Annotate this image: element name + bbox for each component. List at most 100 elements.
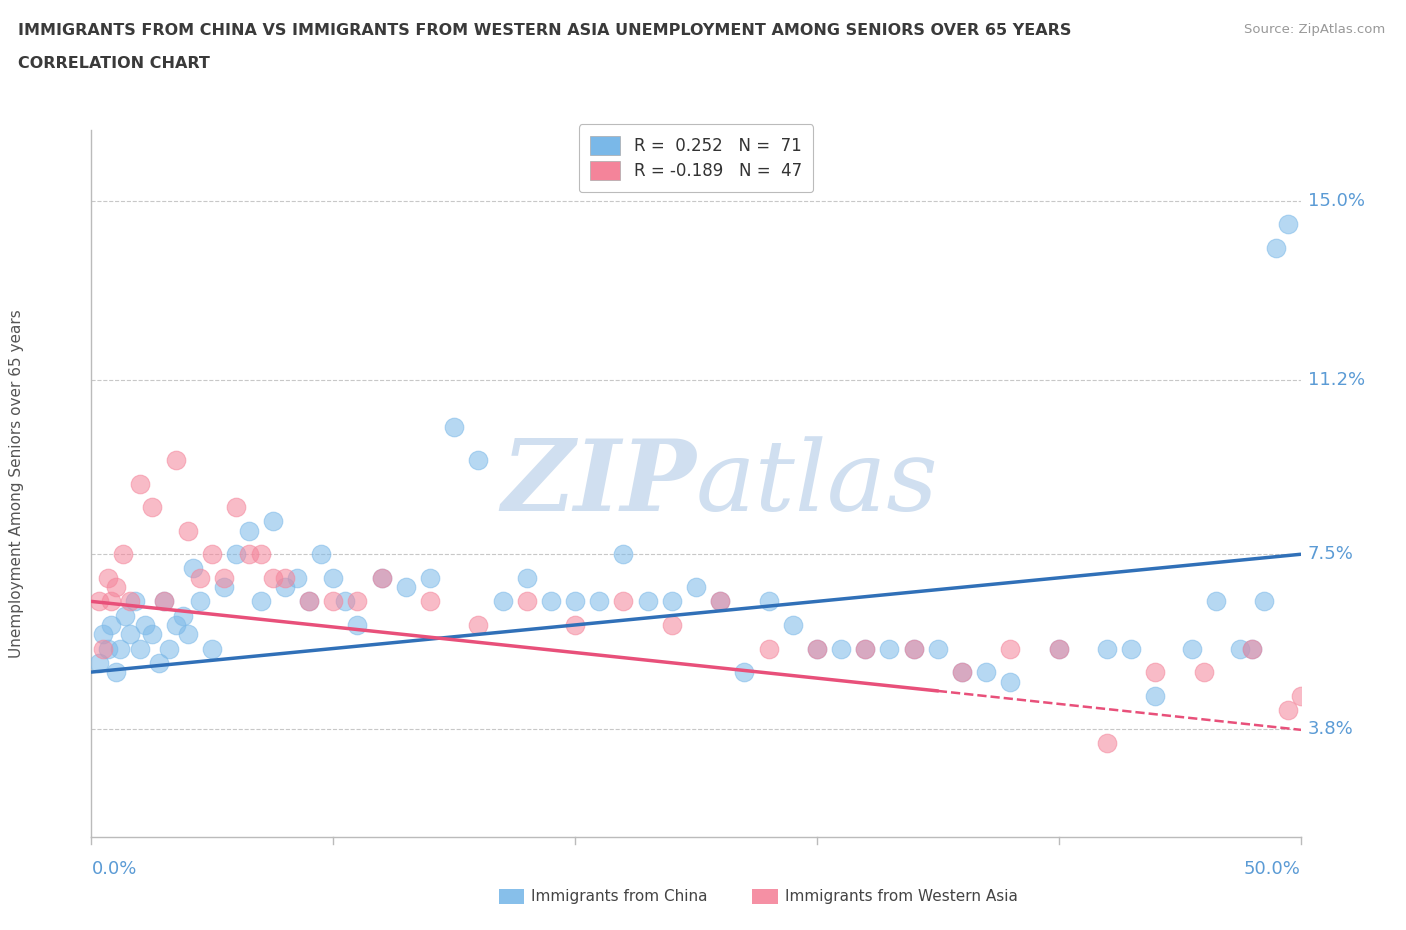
Text: 3.8%: 3.8% (1308, 720, 1354, 737)
Text: 11.2%: 11.2% (1308, 371, 1365, 389)
Point (93, 641, 115, 656)
Point (201, 641, 224, 656)
Point (950, 665, 973, 680)
Point (165, 453, 187, 468)
Point (172, 608, 194, 623)
Point (1289, 688, 1312, 703)
Point (879, 641, 901, 656)
Point (1121, 641, 1143, 656)
Point (395, 579, 418, 594)
Point (214, 570, 236, 585)
Text: IMMIGRANTS FROM CHINA VS IMMIGRANTS FROM WESTERN ASIA UNEMPLOYMENT AMONG SENIORS: IMMIGRANTS FROM CHINA VS IMMIGRANTS FROM… (18, 23, 1071, 38)
Point (806, 641, 828, 656)
Point (782, 618, 804, 632)
Point (467, 618, 489, 632)
Point (443, 419, 465, 434)
Point (1181, 641, 1204, 656)
Point (1253, 594, 1275, 609)
Point (225, 547, 247, 562)
Point (153, 594, 176, 609)
Point (612, 547, 634, 562)
Point (238, 524, 260, 538)
Point (564, 594, 586, 609)
Point (1241, 641, 1264, 656)
Point (128, 476, 150, 491)
Point (467, 453, 489, 468)
Point (148, 656, 170, 671)
Text: CORRELATION CHART: CORRELATION CHART (18, 56, 209, 71)
Legend: R =  0.252   N =  71, R = -0.189   N =  47: R = 0.252 N = 71, R = -0.189 N = 47 (579, 125, 813, 193)
Point (298, 594, 321, 609)
Point (100, 618, 122, 632)
Point (201, 547, 224, 562)
Point (87, 656, 110, 671)
Point (370, 570, 392, 585)
Point (661, 618, 683, 632)
Point (950, 665, 973, 680)
Point (1000, 641, 1022, 656)
Point (322, 594, 344, 609)
Point (903, 641, 925, 656)
Point (1229, 641, 1251, 656)
Point (249, 547, 271, 562)
Point (114, 608, 136, 623)
Point (853, 641, 876, 656)
Point (128, 641, 150, 656)
Point (927, 641, 949, 656)
Point (685, 579, 707, 594)
Point (1095, 736, 1118, 751)
Point (588, 594, 610, 609)
Point (111, 547, 134, 562)
Point (262, 570, 284, 585)
Text: Unemployment Among Seniors over 65 years: Unemployment Among Seniors over 65 years (10, 309, 24, 658)
Point (104, 579, 127, 594)
Point (285, 570, 308, 585)
Text: Immigrants from China: Immigrants from China (531, 889, 709, 904)
Point (153, 594, 176, 609)
Point (335, 594, 357, 609)
Text: atlas: atlas (696, 436, 939, 531)
Point (214, 579, 236, 594)
Point (1144, 665, 1167, 680)
Point (309, 547, 332, 562)
Point (298, 594, 321, 609)
Point (97, 570, 120, 585)
Point (612, 594, 634, 609)
Point (1205, 594, 1227, 609)
Point (1277, 217, 1299, 232)
Point (1241, 641, 1264, 656)
Point (853, 641, 876, 656)
Point (733, 665, 755, 680)
Point (1047, 641, 1070, 656)
Point (1000, 674, 1022, 689)
Point (370, 570, 392, 585)
Text: ZIP: ZIP (501, 435, 696, 532)
Point (1265, 241, 1288, 256)
Point (188, 570, 211, 585)
Text: 50.0%: 50.0% (1244, 860, 1301, 878)
Text: 0.0%: 0.0% (91, 860, 136, 878)
Point (100, 594, 122, 609)
Point (346, 618, 368, 632)
Point (238, 547, 260, 562)
Point (249, 594, 271, 609)
Point (1313, 759, 1336, 774)
Point (637, 594, 659, 609)
Point (93, 627, 115, 642)
Point (903, 641, 925, 656)
Point (709, 594, 731, 609)
Point (124, 594, 146, 609)
Point (516, 570, 538, 585)
Point (346, 594, 368, 609)
Text: 15.0%: 15.0% (1308, 192, 1365, 210)
Point (134, 618, 156, 632)
Point (120, 627, 142, 642)
Point (104, 665, 127, 680)
Point (491, 594, 513, 609)
Point (1192, 665, 1215, 680)
Text: 7.5%: 7.5% (1308, 545, 1354, 564)
Point (177, 524, 200, 538)
Point (758, 594, 780, 609)
Point (540, 594, 562, 609)
Point (177, 627, 200, 642)
